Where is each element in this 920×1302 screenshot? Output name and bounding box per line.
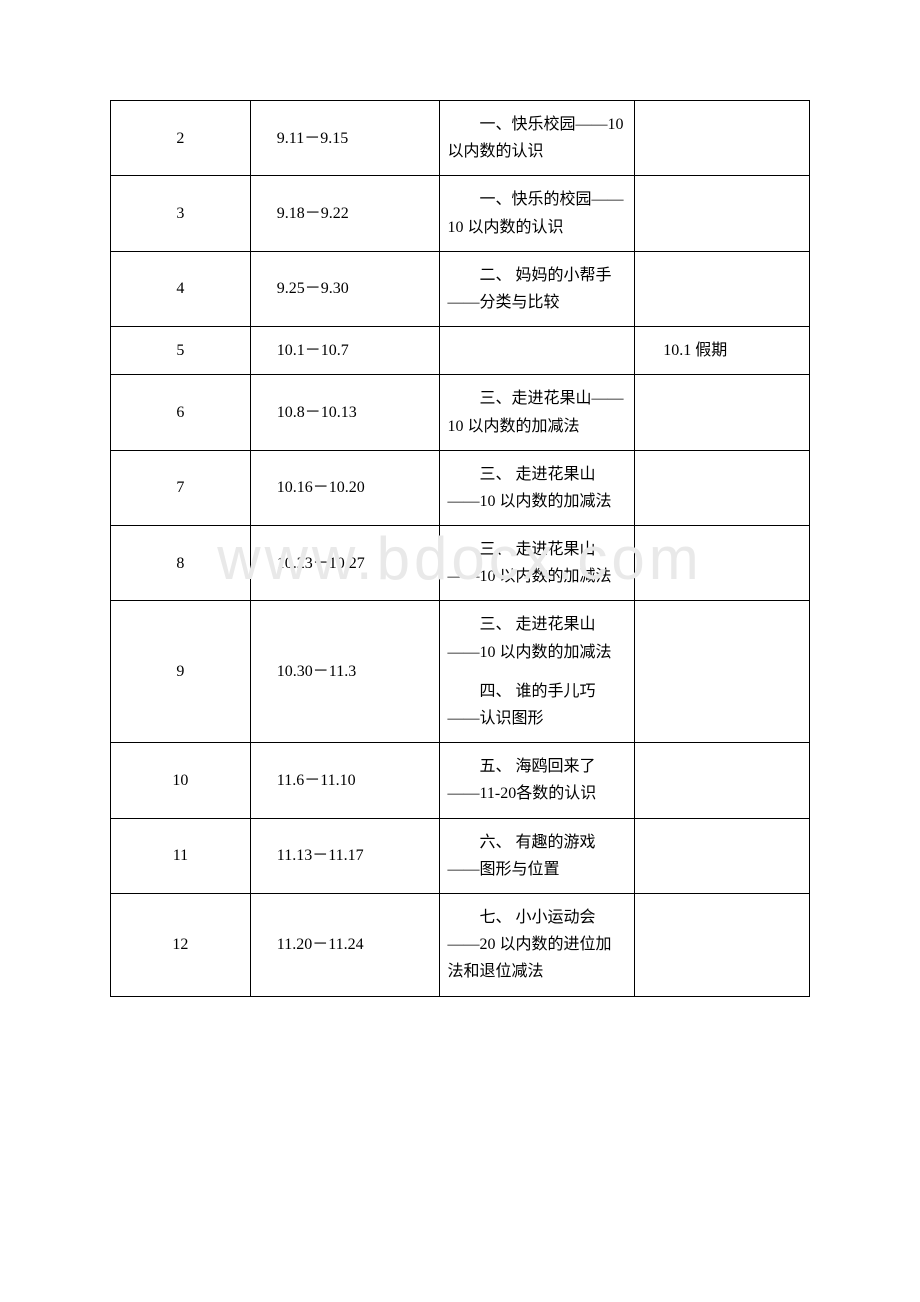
table-row: 610.8－10.13三、走进花果山——10 以内数的加减法 xyxy=(111,375,810,450)
week-cell: 12 xyxy=(111,893,251,996)
content-cell xyxy=(439,327,635,375)
content-paragraph: 一、快乐的校园——10 以内数的认识 xyxy=(448,186,627,240)
remark-cell xyxy=(635,176,810,251)
dates-cell: 9.18－9.22 xyxy=(250,176,439,251)
content-cell: 一、快乐校园——10 以内数的认识 xyxy=(439,101,635,176)
content-paragraph: 四、 谁的手儿巧——认识图形 xyxy=(448,678,627,732)
table-row: 710.16－10.20三、 走进花果山——10 以内数的加减法 xyxy=(111,450,810,525)
table-row: 1211.20－11.24七、 小小运动会——20 以内数的进位加法和退位减法 xyxy=(111,893,810,996)
week-cell: 3 xyxy=(111,176,251,251)
content-cell: 三、 走进花果山——10 以内数的加减法四、 谁的手儿巧——认识图形 xyxy=(439,601,635,743)
remark-cell xyxy=(635,251,810,326)
document-page: www.bdocx.com 29.11－9.15一、快乐校园——10 以内数的认… xyxy=(0,0,920,1117)
content-paragraph: 五、 海鸥回来了——11-20各数的认识 xyxy=(448,753,627,807)
content-cell: 三、走进花果山——10 以内数的加减法 xyxy=(439,375,635,450)
content-paragraph: 七、 小小运动会——20 以内数的进位加法和退位减法 xyxy=(448,904,627,986)
remark-cell xyxy=(635,450,810,525)
remark-cell xyxy=(635,601,810,743)
remark-cell xyxy=(635,526,810,601)
remark-cell xyxy=(635,743,810,818)
table-row: 910.30－11.3三、 走进花果山——10 以内数的加减法四、 谁的手儿巧—… xyxy=(111,601,810,743)
content-paragraph: 三、 走进花果山——10 以内数的加减法 xyxy=(448,611,627,665)
content-paragraph: 六、 有趣的游戏——图形与位置 xyxy=(448,829,627,883)
remark-cell: 10.1 假期 xyxy=(635,327,810,375)
table-row: 810.23－10.27三、 走进花果山——10 以内数的加减法 xyxy=(111,526,810,601)
content-cell: 五、 海鸥回来了——11-20各数的认识 xyxy=(439,743,635,818)
week-cell: 5 xyxy=(111,327,251,375)
schedule-table: 29.11－9.15一、快乐校园——10 以内数的认识39.18－9.22一、快… xyxy=(110,100,810,997)
table-row: 49.25－9.30二、 妈妈的小帮手——分类与比较 xyxy=(111,251,810,326)
content-paragraph: 二、 妈妈的小帮手——分类与比较 xyxy=(448,262,627,316)
table-row: 1011.6－11.10五、 海鸥回来了——11-20各数的认识 xyxy=(111,743,810,818)
dates-cell: 10.8－10.13 xyxy=(250,375,439,450)
week-cell: 2 xyxy=(111,101,251,176)
remark-cell xyxy=(635,375,810,450)
week-cell: 9 xyxy=(111,601,251,743)
table-row: 29.11－9.15一、快乐校园——10 以内数的认识 xyxy=(111,101,810,176)
content-cell: 七、 小小运动会——20 以内数的进位加法和退位减法 xyxy=(439,893,635,996)
dates-cell: 10.23－10.27 xyxy=(250,526,439,601)
dates-cell: 10.16－10.20 xyxy=(250,450,439,525)
dates-cell: 10.1－10.7 xyxy=(250,327,439,375)
dates-cell: 10.30－11.3 xyxy=(250,601,439,743)
remark-cell xyxy=(635,818,810,893)
remark-cell xyxy=(635,893,810,996)
week-cell: 11 xyxy=(111,818,251,893)
content-cell: 六、 有趣的游戏——图形与位置 xyxy=(439,818,635,893)
week-cell: 8 xyxy=(111,526,251,601)
content-cell: 一、快乐的校园——10 以内数的认识 xyxy=(439,176,635,251)
dates-cell: 11.13－11.17 xyxy=(250,818,439,893)
week-cell: 7 xyxy=(111,450,251,525)
content-cell: 三、 走进花果山——10 以内数的加减法 xyxy=(439,526,635,601)
content-cell: 二、 妈妈的小帮手——分类与比较 xyxy=(439,251,635,326)
week-cell: 4 xyxy=(111,251,251,326)
dates-cell: 11.6－11.10 xyxy=(250,743,439,818)
table-row: 39.18－9.22一、快乐的校园——10 以内数的认识 xyxy=(111,176,810,251)
content-paragraph: 三、 走进花果山——10 以内数的加减法 xyxy=(448,461,627,515)
dates-cell: 9.11－9.15 xyxy=(250,101,439,176)
dates-cell: 11.20－11.24 xyxy=(250,893,439,996)
table-row: 1111.13－11.17六、 有趣的游戏——图形与位置 xyxy=(111,818,810,893)
content-cell: 三、 走进花果山——10 以内数的加减法 xyxy=(439,450,635,525)
content-paragraph: 三、走进花果山——10 以内数的加减法 xyxy=(448,385,627,439)
content-paragraph: 一、快乐校园——10 以内数的认识 xyxy=(448,111,627,165)
week-cell: 6 xyxy=(111,375,251,450)
table-row: 510.1－10.7 10.1 假期 xyxy=(111,327,810,375)
content-paragraph: 三、 走进花果山——10 以内数的加减法 xyxy=(448,536,627,590)
remark-cell xyxy=(635,101,810,176)
week-cell: 10 xyxy=(111,743,251,818)
dates-cell: 9.25－9.30 xyxy=(250,251,439,326)
